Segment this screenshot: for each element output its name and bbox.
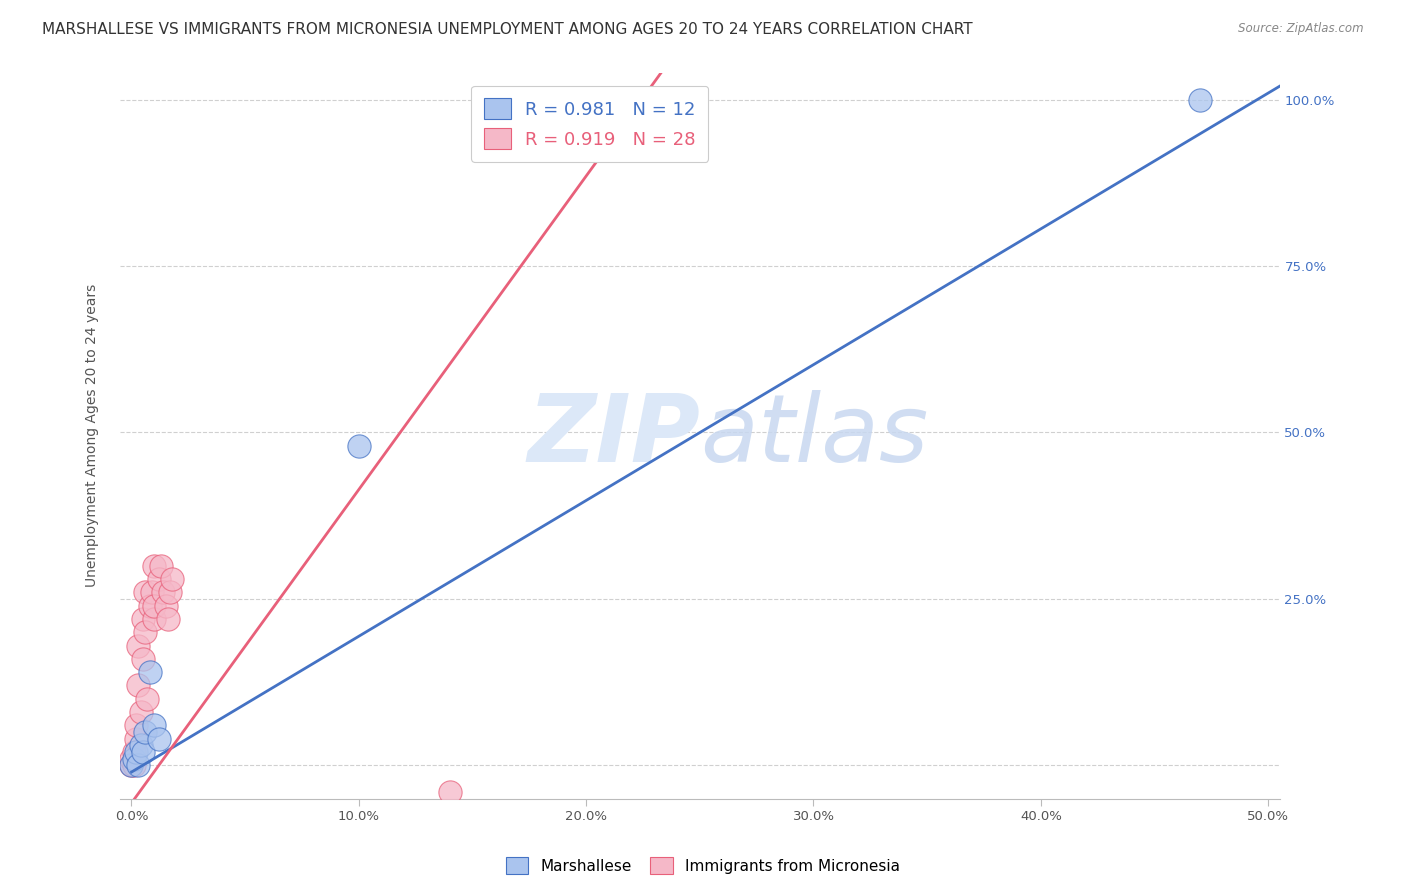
- Point: [143, 558, 166, 573]
- Point: [159, 585, 181, 599]
- Point: [143, 599, 166, 613]
- Point: [132, 652, 155, 666]
- Point: [121, 752, 143, 766]
- Point: [162, 572, 184, 586]
- Point: [136, 691, 159, 706]
- Text: MARSHALLESE VS IMMIGRANTS FROM MICRONESIA UNEMPLOYMENT AMONG AGES 20 TO 24 YEARS: MARSHALLESE VS IMMIGRANTS FROM MICRONESI…: [42, 22, 973, 37]
- Point: [155, 599, 177, 613]
- Point: [127, 678, 149, 692]
- Point: [156, 612, 179, 626]
- Point: [143, 612, 166, 626]
- Point: [125, 718, 148, 732]
- Legend: R = 0.981   N = 12, R = 0.919   N = 28: R = 0.981 N = 12, R = 0.919 N = 28: [471, 86, 709, 161]
- Point: [148, 572, 170, 586]
- Point: [127, 758, 149, 772]
- Point: [148, 731, 170, 746]
- Point: [141, 585, 163, 599]
- Legend: Marshallese, Immigrants from Micronesia: Marshallese, Immigrants from Micronesia: [499, 851, 907, 880]
- Point: [122, 745, 145, 759]
- Point: [143, 718, 166, 732]
- Point: [121, 758, 143, 772]
- Point: [132, 745, 155, 759]
- Text: Source: ZipAtlas.com: Source: ZipAtlas.com: [1239, 22, 1364, 36]
- Point: [152, 585, 174, 599]
- Point: [122, 758, 145, 772]
- Point: [134, 725, 156, 739]
- Point: [122, 752, 145, 766]
- Point: [150, 558, 173, 573]
- Point: [132, 612, 155, 626]
- Point: [121, 758, 143, 772]
- Point: [129, 705, 152, 719]
- Point: [138, 665, 160, 680]
- Point: [598, 93, 620, 107]
- Point: [439, 785, 461, 799]
- Text: ZIP: ZIP: [527, 390, 700, 482]
- Point: [125, 745, 148, 759]
- Y-axis label: Unemployment Among Ages 20 to 24 years: Unemployment Among Ages 20 to 24 years: [86, 285, 100, 588]
- Point: [134, 585, 156, 599]
- Point: [134, 625, 156, 640]
- Point: [138, 599, 160, 613]
- Point: [127, 639, 149, 653]
- Point: [125, 731, 148, 746]
- Text: atlas: atlas: [700, 391, 928, 482]
- Point: [1188, 93, 1211, 107]
- Point: [129, 739, 152, 753]
- Point: [347, 439, 370, 453]
